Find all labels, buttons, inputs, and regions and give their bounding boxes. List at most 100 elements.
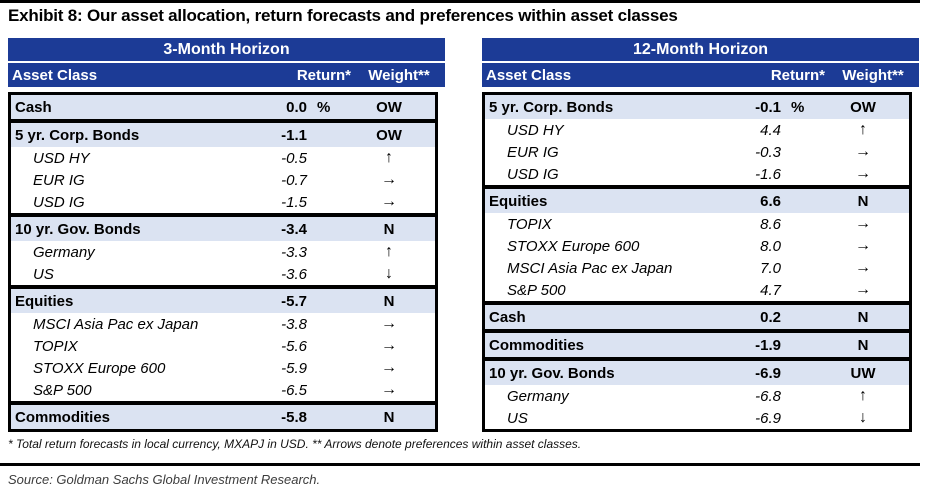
asset-name-cell: S&P 500 xyxy=(33,381,92,399)
asset-group-box: Commodities -1.9 N xyxy=(482,330,912,360)
weight-cell: OW xyxy=(376,98,402,116)
asset-name-cell: STOXX Europe 600 xyxy=(507,237,640,255)
weight-cell: N xyxy=(857,308,869,326)
sub-asset-row: US -6.9 ↓ xyxy=(485,407,909,429)
source-text: Source: Goldman Sachs Global Investment … xyxy=(8,472,321,487)
return-value-cell: -3.6 xyxy=(281,265,307,283)
top-divider xyxy=(0,0,920,3)
return-value-cell: -3.8 xyxy=(281,315,307,333)
return-value-cell: -3.3 xyxy=(281,243,307,261)
column-header-asset-class: Asset Class xyxy=(12,66,98,84)
weight-arrow-cell: → xyxy=(855,165,871,182)
table-body: Cash 0.0% OW 5 yr. Corp. Bonds -1.1 OW USD HY -… xyxy=(8,92,438,432)
return-value-cell: -1.5 xyxy=(281,193,307,211)
asset-class-row: 10 yr. Gov. Bonds -6.9 UW xyxy=(485,361,909,385)
return-value-cell: 8.6 xyxy=(760,215,781,233)
weight-cell: N xyxy=(383,292,395,310)
column-header-weight: Weight** xyxy=(368,66,430,84)
weight-arrow-cell: → xyxy=(855,281,871,298)
asset-name-cell: Commodities xyxy=(15,408,111,426)
asset-name-cell: MSCI Asia Pac ex Japan xyxy=(507,259,673,277)
asset-class-row: 5 yr. Corp. Bonds -1.1 OW xyxy=(11,123,435,147)
weight-cell: N xyxy=(857,192,869,210)
asset-name-cell: MSCI Asia Pac ex Japan xyxy=(33,315,199,333)
sub-asset-row: Germany -3.3 ↑ xyxy=(11,241,435,263)
weight-arrow-cell: → xyxy=(381,193,397,210)
asset-group-box: Equities -5.7 N MSCI Asia Pac ex Japan -3.8 →… xyxy=(8,286,438,404)
sub-asset-row: USD IG -1.6 → xyxy=(485,163,909,185)
return-value-cell: 8.0 xyxy=(760,237,781,255)
footnote-text: * Total return forecasts in local curren… xyxy=(8,437,582,451)
exhibit-title: Exhibit 8: Our asset allocation, return … xyxy=(8,6,678,25)
return-value-cell: 7.0 xyxy=(760,259,781,277)
asset-name-cell: USD IG xyxy=(33,193,85,211)
asset-class-row: Cash 0.2 N xyxy=(485,305,909,329)
column-header-asset-class: Asset Class xyxy=(486,66,572,84)
asset-name-cell: EUR IG xyxy=(33,171,85,189)
weight-arrow-cell: → xyxy=(855,215,871,232)
asset-name-cell: USD HY xyxy=(507,121,564,139)
return-value-cell: 6.6 xyxy=(760,192,781,210)
asset-class-row: Equities 6.6 N xyxy=(485,189,909,213)
asset-name-cell: TOPIX xyxy=(507,215,552,233)
asset-group-box: Commodities -5.8 N xyxy=(8,402,438,432)
asset-name-cell: US xyxy=(507,409,528,427)
weight-cell: OW xyxy=(376,126,402,144)
sub-asset-row: USD IG -1.5 → xyxy=(11,191,435,213)
weight-arrow-cell: → xyxy=(381,171,397,188)
return-value-cell: -3.4 xyxy=(281,220,307,238)
asset-name-cell: TOPIX xyxy=(33,337,78,355)
return-value-cell: -1.1 xyxy=(281,126,307,144)
return-value-cell: 4.7 xyxy=(760,281,781,299)
table-body: 5 yr. Corp. Bonds -0.1% OW USD HY 4.4 ↑ EUR IG… xyxy=(482,92,912,432)
weight-arrow-cell: ↑ xyxy=(385,243,393,260)
horizon-header: 12-Month Horizon xyxy=(482,38,919,61)
column-header-return: Return* xyxy=(770,66,825,84)
sub-asset-row: Germany -6.8 ↑ xyxy=(485,385,909,407)
asset-name-cell: Equities xyxy=(15,292,74,310)
asset-group-box: 5 yr. Corp. Bonds -0.1% OW USD HY 4.4 ↑ EUR IG… xyxy=(482,92,912,188)
sub-asset-row: EUR IG -0.7 → xyxy=(11,169,435,191)
asset-group-box: Cash 0.0% OW xyxy=(8,92,438,122)
asset-name-cell: 5 yr. Corp. Bonds xyxy=(489,98,614,116)
return-value-cell: -0.1 xyxy=(755,98,781,116)
tables-container: 3-Month Horizon Asset Class Return* Weight*… xyxy=(8,38,919,432)
return-value-cell: -5.8 xyxy=(281,408,307,426)
sub-asset-row: TOPIX -5.6 → xyxy=(11,335,435,357)
asset-name-cell: 5 yr. Corp. Bonds xyxy=(15,126,140,144)
weight-arrow-cell: ↓ xyxy=(385,265,393,282)
weight-arrow-cell: ↓ xyxy=(859,409,867,426)
return-value-cell: -6.9 xyxy=(755,364,781,382)
asset-name-cell: Germany xyxy=(507,387,569,405)
weight-cell: N xyxy=(857,336,869,354)
return-value-cell: -6.8 xyxy=(755,387,781,405)
sub-asset-row: MSCI Asia Pac ex Japan -3.8 → xyxy=(11,313,435,335)
return-value-cell: 0.0 xyxy=(286,98,307,116)
asset-group-box: Equities 6.6 N TOPIX 8.6 → STOXX Europe 600 8.0… xyxy=(482,186,912,304)
return-value-cell: -6.9 xyxy=(755,409,781,427)
return-value-cell: -0.3 xyxy=(755,143,781,161)
return-value-cell: -1.9 xyxy=(755,336,781,354)
percent-sign-cell: % xyxy=(317,98,331,116)
return-value-cell: -5.6 xyxy=(281,337,307,355)
asset-group-box: 10 yr. Gov. Bonds -3.4 N Germany -3.3 ↑ US -3.6… xyxy=(8,214,438,288)
asset-name-cell: Cash xyxy=(489,308,526,326)
asset-group-box: 5 yr. Corp. Bonds -1.1 OW USD HY -0.5 ↑ EUR IG… xyxy=(8,120,438,216)
return-value-cell: -5.9 xyxy=(281,359,307,377)
weight-arrow-cell: → xyxy=(381,315,397,332)
weight-arrow-cell: ↑ xyxy=(859,387,867,404)
asset-name-cell: USD HY xyxy=(33,149,90,167)
asset-group-box: Cash 0.2 N xyxy=(482,302,912,332)
asset-name-cell: S&P 500 xyxy=(507,281,566,299)
table-12-month-horizon: 12-Month Horizon Asset Class Return* Weight… xyxy=(482,38,919,432)
sub-asset-row: USD HY -0.5 ↑ xyxy=(11,147,435,169)
sub-asset-row: USD HY 4.4 ↑ xyxy=(485,119,909,141)
sub-asset-row: S&P 500 4.7 → xyxy=(485,279,909,301)
sub-asset-row: MSCI Asia Pac ex Japan 7.0 → xyxy=(485,257,909,279)
column-header-row: Asset Class Return* Weight** xyxy=(8,63,445,87)
asset-class-row: Cash 0.0% OW xyxy=(11,95,435,119)
asset-name-cell: Equities xyxy=(489,192,548,210)
weight-arrow-cell: ↑ xyxy=(859,121,867,138)
asset-class-row: Commodities -1.9 N xyxy=(485,333,909,357)
return-value-cell: -6.5 xyxy=(281,381,307,399)
